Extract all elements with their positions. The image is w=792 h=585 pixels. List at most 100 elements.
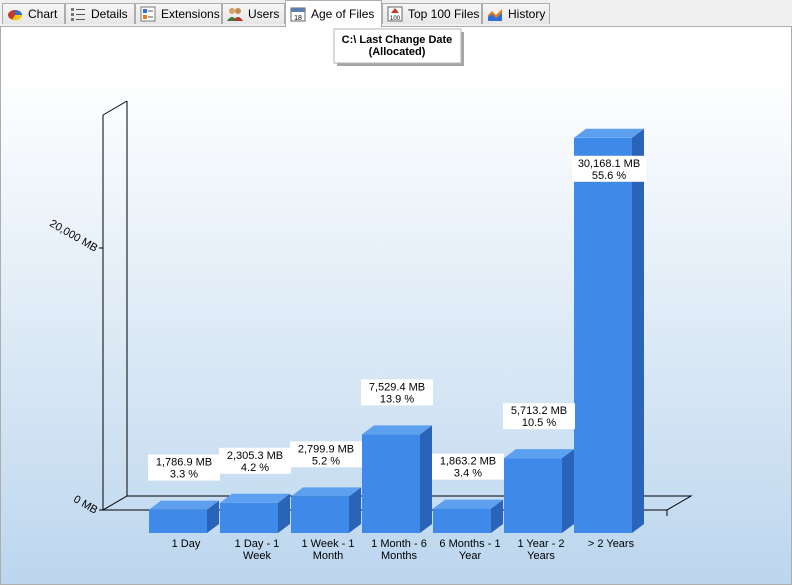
data-label-background (290, 441, 362, 468)
bar-front (574, 137, 632, 533)
tab-label: History (508, 7, 546, 21)
bar-side (278, 493, 290, 533)
data-label-percent: 10.5 % (522, 417, 556, 429)
data-label-background (432, 453, 504, 480)
data-label-percent: 4.2 % (241, 462, 269, 474)
tab-users[interactable]: Users (222, 3, 285, 24)
calendar-icon: 18 (290, 6, 306, 22)
data-labels: 1,786.9 MB3.3 %2,305.3 MB4.2 %2,799.9 MB… (148, 155, 646, 481)
bar-top (291, 487, 361, 497)
data-label-value: 2,799.9 MB (298, 443, 354, 455)
data-label-background (361, 379, 433, 406)
tab-label: Chart (28, 7, 58, 21)
data-label-value: 2,305.3 MB (227, 450, 283, 462)
data-label-value: 5,713.2 MB (511, 405, 567, 417)
x-tick-label: 1 Week - 1 (302, 538, 355, 550)
bar-top (220, 493, 290, 503)
pie-chart-icon (7, 6, 23, 22)
bar-top (433, 499, 503, 509)
tab-age-of-files[interactable]: 18 Age of Files (285, 0, 382, 27)
tab-details[interactable]: Details (65, 3, 135, 24)
bar-side (491, 499, 503, 533)
x-tick-label: Years (527, 550, 555, 562)
data-label-value: 7,529.4 MB (369, 381, 425, 393)
bar (574, 128, 644, 533)
x-tick-label: 1 Day - 1 (235, 538, 280, 550)
extensions-icon (140, 6, 156, 22)
bar (220, 493, 290, 533)
x-tick-label: 6 Months - 1 (439, 538, 500, 550)
tab-chart[interactable]: Chart (2, 3, 65, 24)
svg-text:18: 18 (294, 15, 302, 22)
x-tick-label: Months (381, 550, 418, 562)
details-list-icon (70, 6, 86, 22)
bar (504, 449, 574, 533)
bar-front (362, 434, 420, 533)
data-label-background (148, 454, 220, 481)
bar-side (207, 500, 219, 533)
y-tick-label: 0 MB (71, 493, 99, 516)
bar-side (420, 425, 432, 533)
tab-top-100-files[interactable]: 100 Top 100 Files (382, 3, 482, 24)
data-label-percent: 13.9 % (380, 393, 414, 405)
data-label-background (572, 155, 646, 182)
svg-text:100: 100 (390, 16, 401, 22)
title-background (333, 28, 462, 64)
data-label-percent: 5.2 % (312, 455, 340, 467)
bar-front (291, 496, 349, 533)
tab-label: Details (91, 7, 128, 21)
data-label-value: 1,786.9 MB (156, 457, 212, 469)
tab-label: Age of Files (311, 7, 375, 21)
tab-history[interactable]: History (482, 3, 550, 24)
chart-subtitle: (Allocated) (369, 46, 426, 58)
bar-side (632, 128, 644, 533)
data-label-value: 1,863.2 MB (440, 456, 496, 468)
chart-panel: 0 MB 20,000 MB 1,786.9 MB 3.3 % 2,305.3 MB 4… (0, 26, 792, 585)
x-tick-label: 1 Year - 2 (517, 538, 564, 550)
bar (149, 500, 219, 533)
tab-label: Top 100 Files (408, 7, 480, 21)
data-label: 1,863.2 MB3.4 % (432, 453, 504, 480)
data-label-background (219, 447, 291, 474)
x-tick-label: Year (459, 550, 482, 562)
bar (362, 425, 432, 533)
users-icon (227, 6, 243, 22)
data-label-percent: 55.6 % (592, 170, 626, 182)
bar-side (349, 487, 361, 533)
bar-front (149, 509, 207, 533)
tab-label: Extensions (161, 7, 220, 21)
bar (291, 487, 361, 533)
tab-extensions[interactable]: Extensions (135, 3, 222, 24)
bar-top (149, 500, 219, 510)
chart-title: C:\ Last Change Date (342, 34, 453, 46)
bar-top (574, 128, 644, 138)
bar-side (562, 449, 574, 533)
data-label: 2,305.3 MB4.2 % (219, 447, 291, 474)
y-tick-label: 20,000 MB (47, 218, 99, 255)
x-tick-label: Month (313, 550, 344, 562)
data-label: 2,799.9 MB5.2 % (290, 441, 362, 468)
x-tick-label: 1 Month - 6 (371, 538, 427, 550)
history-chart-icon (487, 6, 503, 22)
data-label-percent: 3.4 % (454, 468, 482, 480)
bar-top (504, 449, 574, 459)
x-tick-label: 1 Day (172, 538, 201, 550)
top-100-icon: 100 (387, 6, 403, 22)
data-label-value: 30,168.1 MB (578, 158, 640, 170)
data-label-background (503, 403, 575, 430)
data-label: 1,786.9 MB3.3 % (148, 454, 220, 481)
bar-front (220, 502, 278, 533)
bar-top (362, 425, 432, 435)
x-tick-label: > 2 Years (588, 538, 635, 550)
tab-label: Users (248, 7, 280, 21)
y-axis-top-edge (102, 100, 128, 116)
bars (149, 128, 644, 533)
bar (433, 499, 503, 533)
data-label-percent: 3.3 % (170, 469, 198, 481)
x-tick-label: Week (243, 550, 271, 562)
